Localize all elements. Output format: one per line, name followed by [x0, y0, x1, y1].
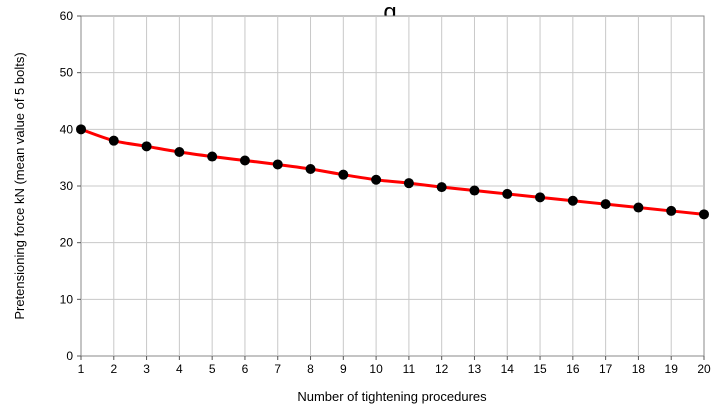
- x-tick-label: 11: [403, 362, 416, 376]
- x-tick-label: 14: [501, 362, 515, 376]
- data-point: [633, 202, 644, 213]
- x-axis-label: Number of tightening procedures: [297, 389, 487, 404]
- x-tick-label: 19: [665, 362, 679, 376]
- data-point: [207, 151, 218, 162]
- data-point: [338, 169, 349, 180]
- data-point: [403, 178, 414, 189]
- data-point: [699, 209, 709, 220]
- data-point: [502, 188, 513, 199]
- data-point: [567, 195, 578, 206]
- data-point: [600, 199, 611, 210]
- x-tick-label: 18: [632, 362, 646, 376]
- data-point: [108, 135, 119, 146]
- y-axis-label: Pretensioning force kN (mean value of 5 …: [12, 52, 27, 319]
- data-point: [239, 155, 250, 166]
- x-tick-label: 4: [176, 362, 183, 376]
- x-tick-label: 12: [435, 362, 449, 376]
- x-tick-label: 10: [369, 362, 383, 376]
- y-tick-label: 30: [60, 179, 74, 193]
- x-tick-label: 8: [307, 362, 314, 376]
- y-tick-label: 0: [66, 349, 73, 363]
- data-point: [141, 141, 152, 152]
- y-tick-label: 60: [60, 9, 74, 23]
- x-tick-label: 6: [242, 362, 249, 376]
- x-tick-label: 13: [468, 362, 482, 376]
- x-tick-label: 9: [340, 362, 347, 376]
- x-tick-label: 3: [143, 362, 150, 376]
- x-axis: 1 2 3 4 5 6 7 8 9 10 11 12 13 14 15 16 17 18 19 20: [78, 356, 711, 376]
- y-tick-label: 20: [60, 236, 74, 250]
- y-tick-label: 50: [60, 66, 74, 80]
- x-tick-label: 20: [697, 362, 711, 376]
- data-points: [76, 124, 709, 220]
- y-tick-label: 40: [60, 122, 74, 136]
- x-tick-label: 16: [566, 362, 580, 376]
- x-tick-label: 7: [274, 362, 281, 376]
- x-tick-label: 2: [110, 362, 117, 376]
- x-tick-label: 5: [209, 362, 216, 376]
- x-tick-label: 15: [533, 362, 547, 376]
- data-point: [174, 147, 185, 157]
- data-point: [371, 174, 382, 185]
- data-point: [469, 185, 480, 196]
- data-point: [76, 124, 86, 135]
- x-tick-label: 17: [599, 362, 613, 376]
- y-tick-label: 10: [60, 292, 74, 306]
- data-point: [305, 164, 316, 174]
- data-point: [272, 159, 283, 170]
- y-axis: 0 10 20 30 40 50 60: [60, 9, 81, 363]
- data-point: [666, 205, 677, 216]
- data-point: [436, 182, 447, 193]
- data-point: [535, 192, 546, 203]
- x-tick-label: 1: [78, 362, 85, 376]
